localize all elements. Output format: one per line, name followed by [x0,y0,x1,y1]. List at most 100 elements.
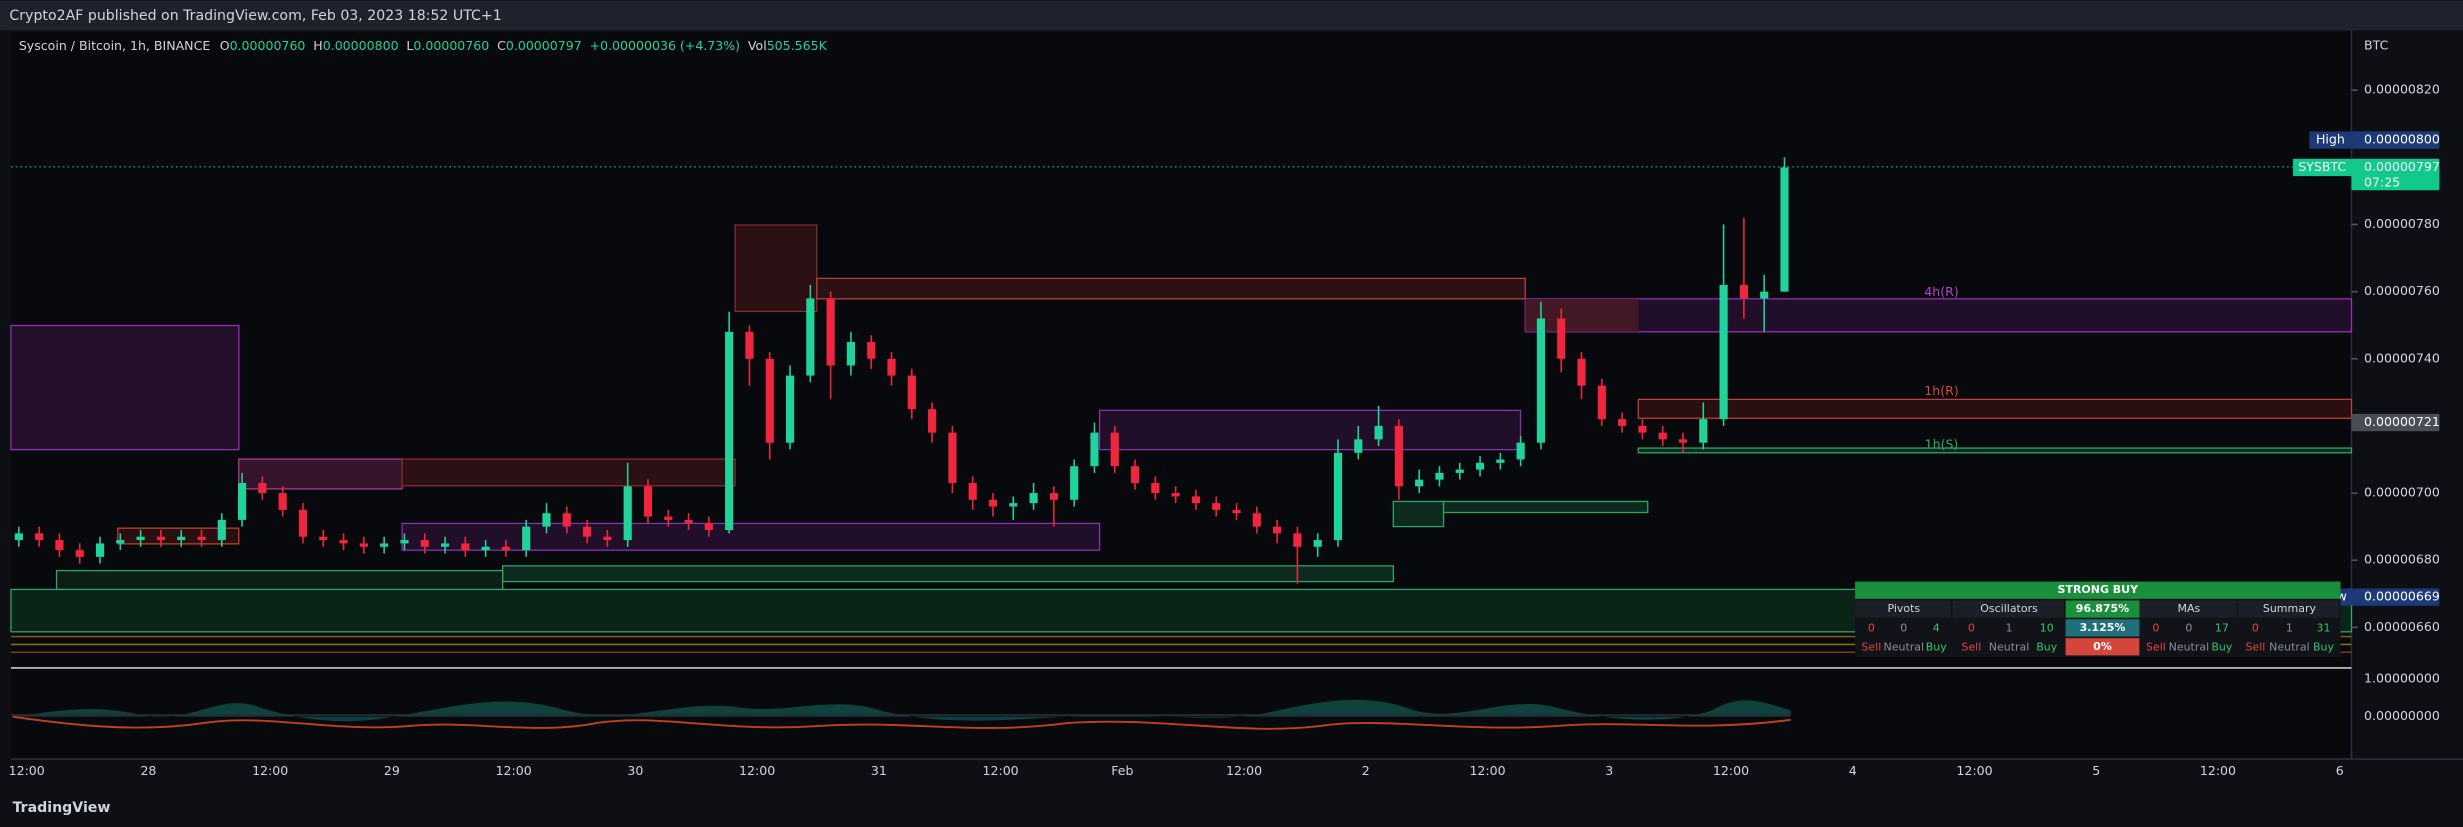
candle-body [177,536,186,541]
price-mark-label: 0.00000721 [2364,414,2440,429]
candle-body [136,536,145,541]
candle-body [1333,452,1343,541]
y-tick-label: 0.00000820 [2364,82,2440,97]
table-count: 0 [2152,622,2159,635]
candle-body [785,375,795,443]
x-tick-label: 31 [871,763,887,778]
candle-body [1191,496,1201,504]
table-header: MAs [2178,602,2201,615]
legend-value: 0.00000800 [323,37,399,52]
candle-body [867,341,876,359]
x-tick-label: 28 [140,763,156,778]
candle-body [1070,466,1079,500]
table-label: Buy [2211,641,2232,654]
price-mark-box [2351,413,2440,432]
legend-key: Vol [748,37,767,52]
candle-body [988,499,998,507]
candle-body [603,536,612,541]
candle-body [1232,509,1241,514]
candle-body [1151,482,1160,494]
candle-body [1597,385,1606,420]
candle-body [1475,462,1485,470]
candle-body [928,409,937,433]
zone [502,565,1394,583]
zone [1524,298,2353,333]
candle-body [1374,425,1383,440]
candle-body [1009,503,1018,507]
x-tick-label: 6 [2336,763,2344,778]
candle-body [1252,513,1261,527]
candle-body [35,533,44,541]
zone-label: 1h(S) [1925,436,1959,451]
table-count: 0 [1868,622,1875,635]
candle-body [765,358,774,443]
candle-body [461,543,470,551]
table-header-cell [1952,600,2065,618]
candle-body [1658,432,1667,440]
zone [10,324,240,451]
candle-body [481,546,490,551]
legend-key: O [220,37,230,52]
x-tick-label: 12:00 [9,763,45,778]
brand-text: TradingView [13,800,111,816]
table-header: Summary [2263,602,2317,615]
legend-value: 0.00000760 [230,37,306,52]
x-tick-label: 30 [627,763,643,778]
candle-body [319,536,328,541]
publisher: Crypto2AF published on TradingView.com, … [9,8,501,24]
candle-body [1212,503,1221,510]
candle-body [197,536,206,541]
y-tick-label: 0.00000660 [2364,619,2440,634]
table-title: STRONG BUY [2058,583,2140,596]
gauge-cell [2065,638,2140,656]
price-mark-tag-box [2309,131,2352,149]
candle-body [1699,419,1708,443]
zone [117,527,240,545]
table-title-bar [1855,581,2341,599]
legend-key: L [406,37,413,52]
candle-body [948,432,957,483]
x-tick-label: 12:00 [1956,763,1992,778]
legend: Syscoin / Bitcoin, 1h, BINANCE O0.0000076… [19,37,828,52]
candle-body [583,526,592,537]
gauge-value: 0% [2093,640,2112,653]
legend-change: +0.00000036 (+4.73%) [590,37,741,52]
table-header-cell [1855,600,1951,618]
candle-body [1739,284,1748,299]
table-count: 1 [2286,622,2293,635]
candle-body [95,543,105,557]
x-tick-label: 12:00 [1713,763,1749,778]
gauge-value: 96.875% [2076,602,2129,615]
x-tick-label: 3 [1605,763,1613,778]
legend-value: 0.00000760 [413,37,489,52]
table-count: 31 [2316,622,2330,635]
candle-body [725,331,734,530]
table-label: Neutral [1989,641,2030,654]
candle-body [238,482,247,520]
table-label: Sell [2245,641,2265,654]
candle-body [1760,291,1769,299]
candle-body [522,526,531,551]
candle-body [339,540,348,544]
candle-body [745,331,754,359]
legend-value: 505.565K [767,37,828,52]
candle-body [501,546,511,551]
gauge-cell [2065,619,2140,637]
osc-line [12,715,1791,730]
table-label: Neutral [2169,641,2210,654]
table-header-cell [2238,600,2339,618]
candle-body [1049,493,1058,500]
table-label: Buy [2036,641,2057,654]
candle-body [1394,425,1403,487]
candle-body [400,540,409,544]
price-mark-tag: SYSBTC [2298,159,2346,174]
zone [238,458,403,490]
candle-body [1678,439,1688,443]
table-label: Buy [1926,641,1947,654]
candle-body [907,375,916,410]
candle-body [562,513,571,527]
x-tick-label: Feb [1111,763,1133,778]
table-label: Neutral [2269,641,2310,654]
candle-body [75,550,84,557]
table-count: 1 [2006,622,2013,635]
